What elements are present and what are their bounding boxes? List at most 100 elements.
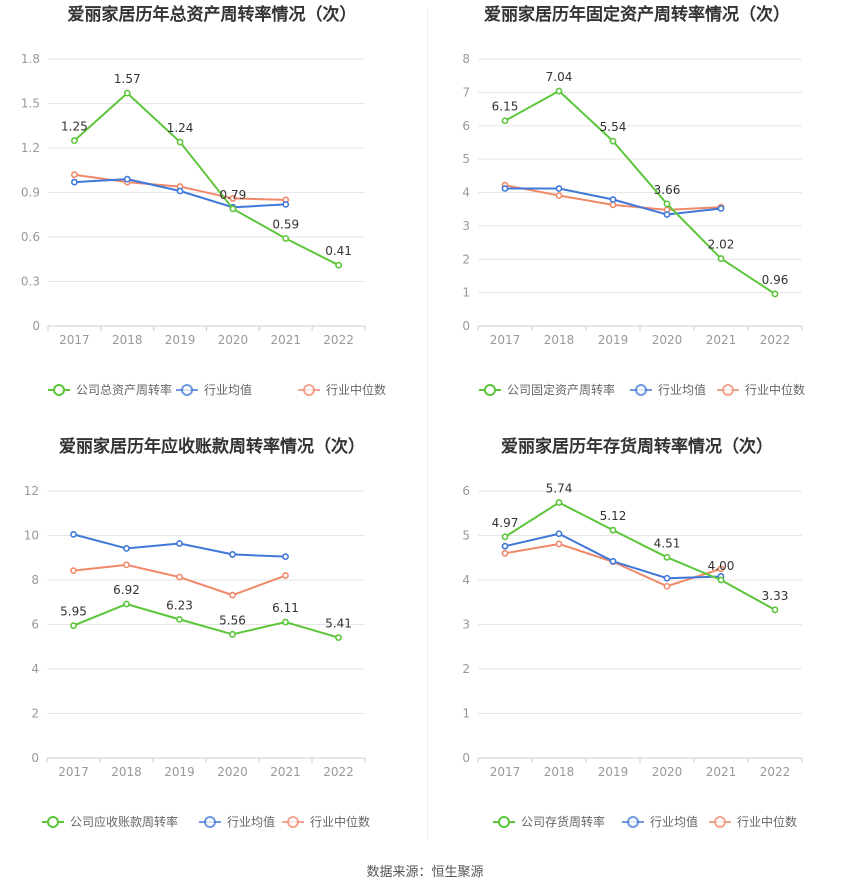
data-label: 4.51	[654, 536, 681, 550]
data-label: 1.57	[114, 72, 141, 86]
y-tick-label: 8	[462, 52, 470, 66]
y-tick-label: 1.2	[21, 141, 40, 155]
chart-title: 爱丽家居历年总资产周转率情况（次）	[68, 4, 357, 25]
legend-circle-icon	[714, 816, 726, 828]
legend-circle-icon	[47, 816, 59, 828]
legend-label: 行业均值	[204, 382, 252, 397]
data-label: 4.97	[492, 516, 519, 530]
legend-label: 行业中位数	[310, 814, 370, 829]
y-tick-label: 0	[462, 751, 470, 765]
x-tick-label: 2017	[490, 333, 521, 347]
data-point-industry-avg	[663, 574, 671, 582]
chart-svg: 爱丽家居历年固定资产周转率情况（次） 0 1 2 3 4 5 6 7 8 2017 2018 2019 2…	[462, 4, 805, 397]
data-label: 6.23	[166, 598, 193, 612]
data-point-company	[663, 553, 671, 561]
y-tick-label: 1.5	[21, 97, 40, 111]
legend-item-company: 公司存货周转率	[493, 814, 605, 829]
legend-item-industry-median: 行业中位数	[298, 382, 386, 397]
legend-item-company: 公司固定资产周转率	[479, 382, 615, 397]
legend-circle-icon	[498, 816, 510, 828]
data-label: 5.56	[219, 613, 246, 627]
data-label: 5.54	[600, 120, 627, 134]
y-tick-label: 5	[462, 152, 470, 166]
data-point-industry-median	[501, 549, 509, 557]
data-point-industry-avg	[123, 175, 131, 183]
data-point-company	[176, 138, 184, 146]
data-point-industry-avg	[176, 187, 184, 195]
legend-circle-icon	[53, 384, 65, 396]
legend-item-industry-median: 行业中位数	[709, 814, 797, 829]
legend-item-industry-avg: 行业均值	[176, 382, 252, 397]
data-point-industry-avg	[663, 211, 671, 218]
x-tick-label: 2020	[218, 333, 249, 347]
data-point-industry-avg	[282, 553, 289, 561]
legend-label: 公司存货周转率	[521, 814, 605, 829]
data-point-industry-median	[555, 540, 563, 548]
data-point-company	[282, 618, 289, 626]
data-label: 1.24	[167, 121, 194, 135]
data-label: 0.59	[272, 217, 299, 231]
y-tick-label: 1	[462, 707, 470, 721]
legend-label: 行业中位数	[326, 382, 386, 397]
legend-item-company: 公司总资产周转率	[48, 382, 172, 397]
x-tick-label: 2018	[112, 333, 143, 347]
x-tick-label: 2018	[111, 765, 142, 779]
data-label: 5.95	[60, 605, 87, 619]
series-line-company	[504, 90, 776, 295]
data-label: 6.15	[492, 100, 519, 114]
x-tick-label: 2019	[598, 333, 629, 347]
series-line-company	[73, 603, 339, 639]
legend-label: 行业均值	[227, 814, 275, 829]
data-point-industry-avg	[501, 542, 509, 550]
legend-item-industry-avg: 行业均值	[199, 814, 275, 829]
data-point-industry-avg	[176, 540, 183, 547]
data-point-company	[335, 261, 342, 269]
y-tick-label: 5	[462, 529, 470, 543]
data-point-industry-median	[176, 573, 183, 581]
x-tick-label: 2022	[760, 333, 791, 347]
data-point-industry-median	[229, 591, 236, 599]
chart-inventory-turnover: 爱丽家居历年存货周转率情况（次） 0 1 2 3 4 5 6 2017 2018 2019 2020 2…	[425, 432, 850, 864]
data-label: 6.92	[113, 583, 140, 597]
chart-title: 爱丽家居历年固定资产周转率情况（次）	[484, 4, 790, 25]
x-tick-label: 2020	[217, 765, 248, 779]
x-tick-label: 2017	[58, 765, 89, 779]
data-point-industry-median	[123, 561, 130, 569]
y-tick-label: 6	[462, 484, 470, 498]
data-label: 1.25	[61, 120, 88, 134]
legend-circle-icon	[287, 816, 299, 828]
y-tick-label: 12	[24, 484, 39, 498]
chart-fixed-asset-turnover: 爱丽家居历年固定资产周转率情况（次） 0 1 2 3 4 5 6 7 8 2017 2018 2019 2…	[425, 0, 850, 432]
x-tick-label: 2020	[652, 765, 683, 779]
legend-item-industry-avg: 行业均值	[630, 382, 706, 397]
x-tick-label: 2019	[165, 333, 196, 347]
data-point-industry-avg	[123, 545, 130, 552]
data-point-industry-avg	[717, 205, 725, 212]
panel-divider	[427, 8, 428, 838]
data-point-industry-avg	[71, 178, 78, 186]
x-tick-label: 2021	[270, 765, 301, 779]
data-point-industry-median	[229, 195, 237, 202]
data-point-company	[717, 576, 725, 584]
data-point-industry-avg	[555, 530, 563, 538]
y-tick-label: 2	[31, 707, 39, 721]
data-label: 7.04	[546, 70, 573, 84]
data-point-industry-avg	[282, 200, 290, 208]
chart-svg: 爱丽家居历年总资产周转率情况（次） 0 0.3 0.6 0.9 1.2 1.5 1.8 2017…	[21, 4, 386, 397]
y-tick-label: 4	[31, 662, 39, 676]
y-tick-label: 2	[462, 662, 470, 676]
y-tick-label: 8	[31, 573, 39, 587]
x-tick-label: 2017	[490, 765, 521, 779]
data-label: 0.41	[325, 244, 352, 258]
data-label: 5.74	[546, 482, 573, 496]
x-tick-label: 2021	[706, 333, 737, 347]
data-label: 3.66	[654, 183, 681, 197]
x-tick-label: 2022	[323, 333, 354, 347]
data-label: 5.41	[325, 617, 352, 631]
x-tick-label: 2017	[59, 333, 90, 347]
y-tick-label: 0	[31, 751, 39, 765]
data-label: 0.79	[220, 188, 247, 202]
y-tick-label: 0.3	[21, 275, 40, 289]
data-point-industry-median	[717, 565, 725, 573]
series-line-industry-avg	[504, 532, 722, 580]
